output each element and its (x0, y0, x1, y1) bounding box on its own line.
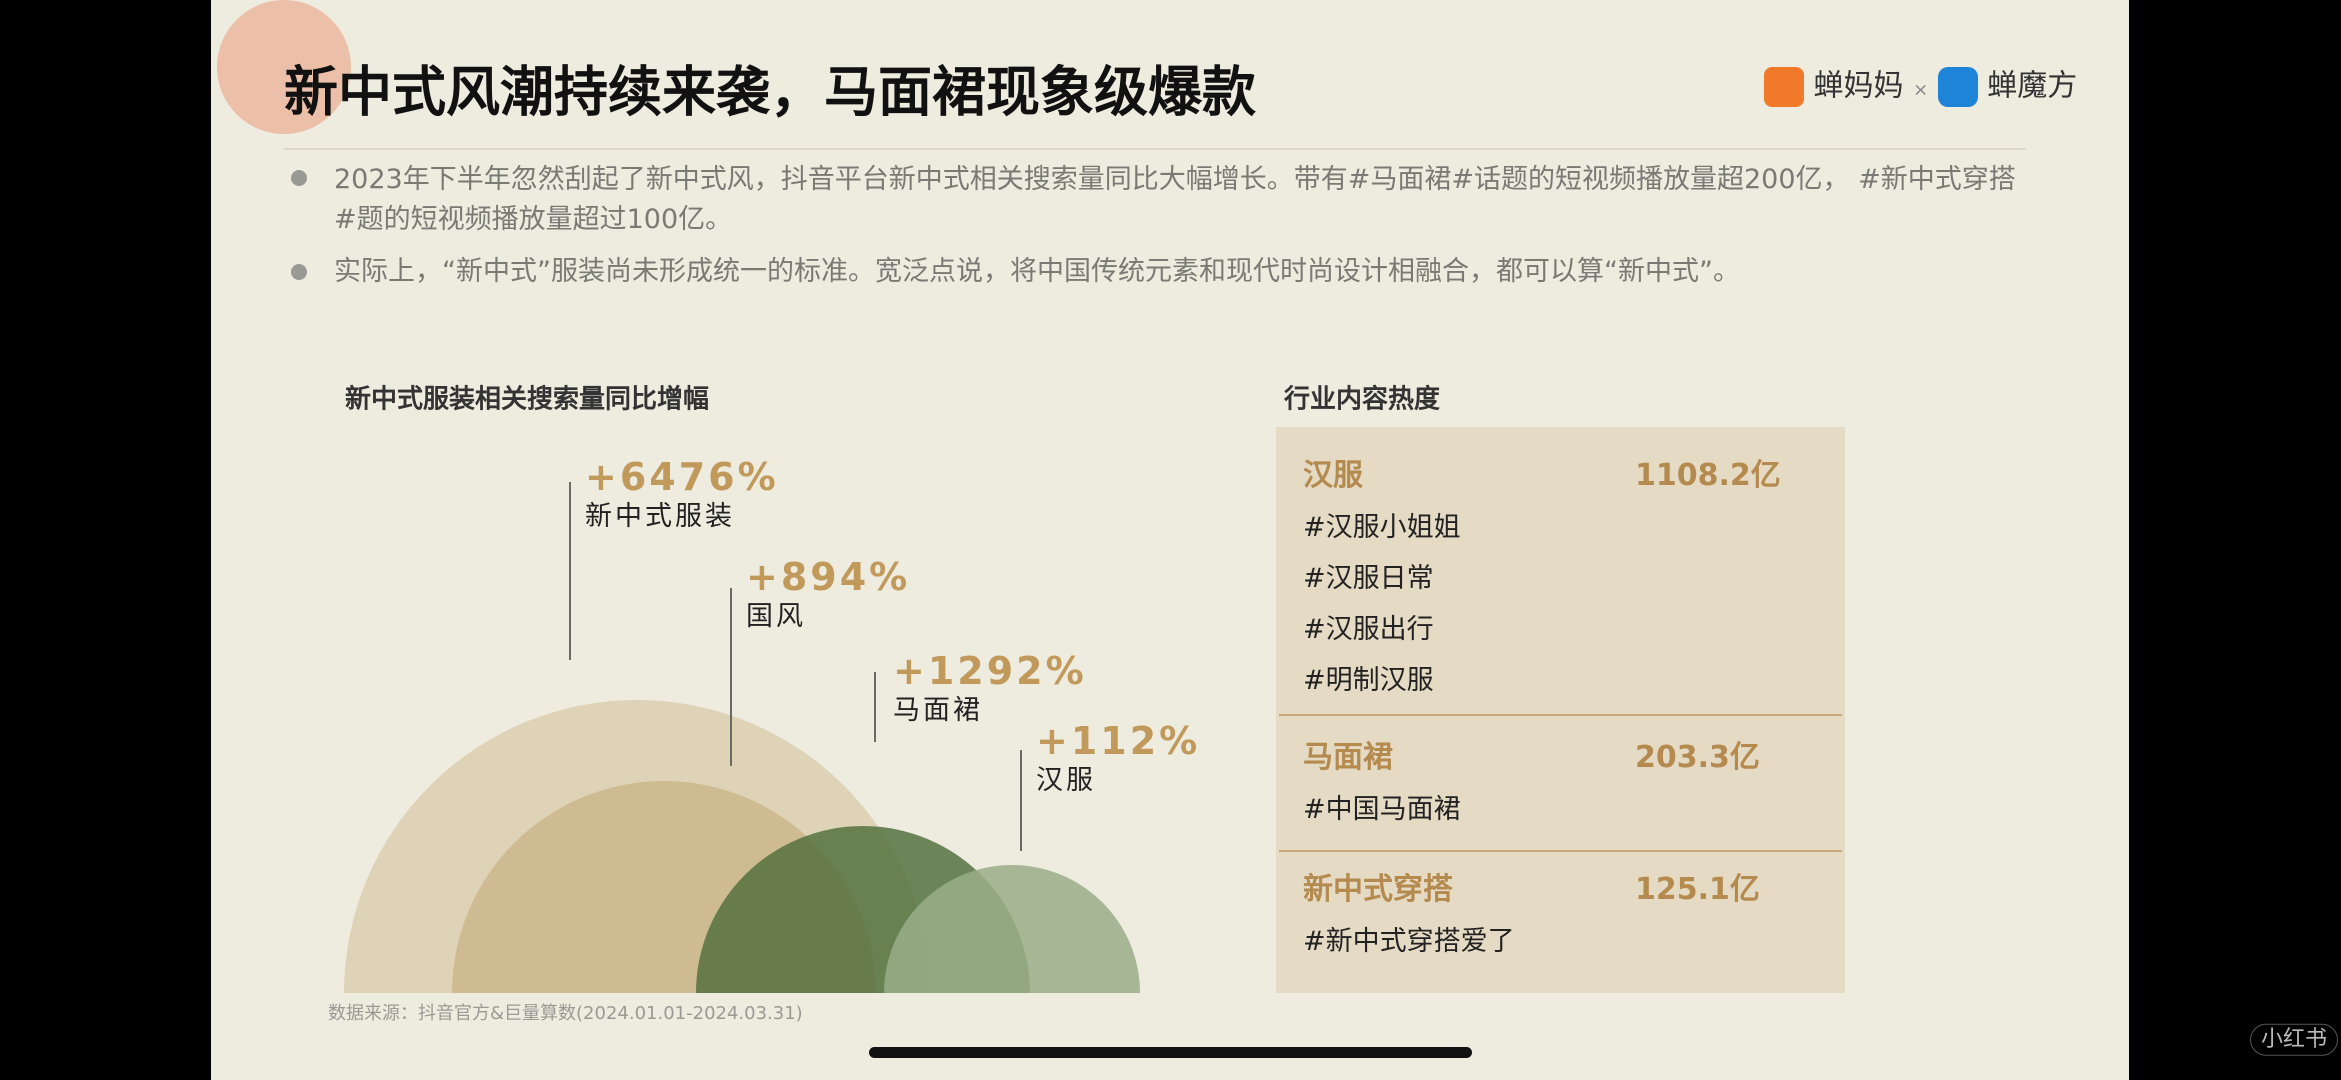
item-name: 国风 (746, 600, 806, 632)
logo-icon (1937, 67, 1978, 107)
item-name: 马面裙 (893, 694, 983, 726)
bullet: 2023年下半年忽然刮起了新中式风，抖音平台新中式相关搜索量同比大幅增长。带有#… (334, 164, 2016, 235)
value-label: +1292% (893, 649, 1087, 694)
panel (1276, 427, 1845, 993)
title: 新中式风潮持续来袭，马面裙现象级爆款 (284, 60, 1256, 124)
logo-text: 蝉妈妈 (1813, 68, 1904, 104)
decor (217, 0, 2026, 993)
value-label: +894% (746, 555, 911, 600)
row-value: 125.1亿 (1635, 872, 1760, 907)
home-bar (869, 1047, 1472, 1058)
chart-title: 新中式服装相关搜索量同比增幅 (345, 384, 710, 415)
logo: 蝉妈妈 × 蝉魔方 (1764, 67, 2077, 107)
row-tag: #汉服出行 (1303, 613, 1434, 645)
logo-text: 蝉魔方 (1987, 68, 2078, 104)
value-label: +6476% (585, 455, 779, 500)
row-name: 新中式穿搭 (1303, 872, 1453, 907)
logo-icon (1764, 67, 1804, 107)
value-label: +112% (1036, 719, 1201, 764)
row-value: 1108.2亿 (1635, 458, 1781, 493)
item-name: 新中式服装 (585, 500, 735, 532)
row-tag: #明制汉服 (1303, 664, 1434, 696)
row-tag: #新中式穿搭爱了 (1303, 925, 1515, 957)
sun (217, 0, 351, 134)
row-name: 马面裙 (1303, 740, 1393, 775)
row-name: 汉服 (1303, 458, 1363, 493)
semicircle (884, 865, 1140, 993)
row-tag: #汉服日常 (1303, 562, 1434, 594)
source: 数据来源：抖音官方&巨量算数(2024.01.01-2024.03.31) (328, 1003, 803, 1025)
semicircles (344, 700, 1140, 993)
item-name: 汉服 (1036, 764, 1096, 796)
bullet: 实际上，“新中式”服装尚未形成统一的标准。宽泛点说，将中国传统元素和现代时尚设计… (334, 255, 1740, 287)
row-value: 203.3亿 (1635, 740, 1760, 775)
bullet-dot (291, 170, 307, 186)
watermark: 小红书 (2250, 1023, 2339, 1057)
logo-sep: × (1913, 79, 1929, 101)
slide: 新中式风潮持续来袭，马面裙现象级爆款 蝉妈妈 × 蝉魔方 2023年下半年忽然刮… (211, 0, 2129, 1080)
panel-title: 行业内容热度 (1284, 384, 1441, 415)
row-tag: #汉服小姐姐 (1303, 511, 1461, 543)
leader-lines (569, 482, 1022, 851)
row-tag: #中国马面裙 (1303, 793, 1461, 825)
bullet-dot (291, 264, 307, 280)
